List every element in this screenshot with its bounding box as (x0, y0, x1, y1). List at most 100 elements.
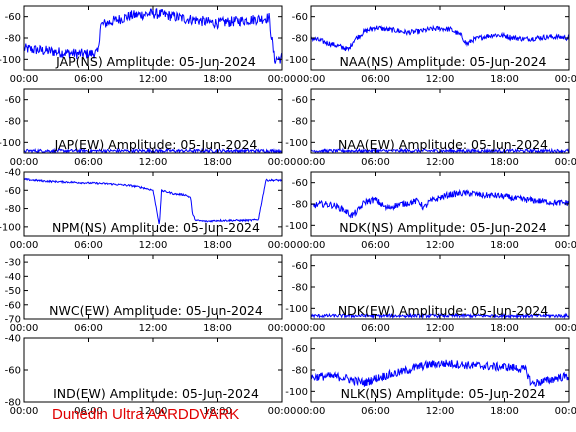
x-tick-label: 06:00 (74, 157, 103, 168)
x-tick-label: 00:00 (268, 240, 297, 251)
x-tick-label: 00:00 (10, 157, 39, 168)
x-tick-label: 18:00 (203, 240, 232, 251)
y-tick-label: -60 (292, 95, 308, 106)
x-tick-label: 12:00 (139, 323, 168, 334)
y-tick-label: -60 (5, 12, 21, 23)
x-tick-label: 00:00 (268, 74, 297, 85)
y-tick-label: -100 (285, 304, 308, 315)
panel-title: JAP(EW) Amplitude: 05-Jun-2024 (54, 137, 258, 152)
y-tick-label: -80 (5, 34, 21, 45)
x-tick-label: 12:00 (139, 240, 168, 251)
x-tick-label: 18:00 (490, 157, 519, 168)
y-tick-label: -40 (5, 272, 21, 283)
panel-title: IND(EW) Amplitude: 05-Jun-2024 (53, 386, 259, 401)
panel-title: NAA(EW) Amplitude: 05-Jun-2024 (338, 137, 548, 152)
y-tick-label: -100 (285, 221, 308, 232)
panel-title: NDK(NS) Amplitude: 05-Jun-2024 (339, 220, 546, 235)
y-tick-label: -80 (292, 200, 308, 211)
y-tick-label: -60 (292, 12, 308, 23)
x-tick-label: 18:00 (490, 74, 519, 85)
y-tick-label: -60 (5, 95, 21, 106)
x-tick-label: 00:00 (297, 406, 326, 417)
y-tick-label: -60 (5, 186, 21, 197)
x-tick-label: 06:00 (361, 157, 390, 168)
x-tick-label: 00:00 (268, 323, 297, 334)
y-tick-label: -60 (5, 300, 21, 311)
x-tick-label: 06:00 (74, 240, 103, 251)
panel-title: NLK(NS) Amplitude: 05-Jun-2024 (341, 386, 546, 401)
panel-10: -100 -80 -60 00:00 06:00 12:00 18:00 00:00 NLK(N… (285, 337, 576, 417)
y-tick-label: -60 (5, 366, 21, 377)
y-tick-label: -100 (285, 55, 308, 66)
panel-6: -100 -80 -60 00:00 06:00 12:00 18:00 00:00 NDK(N… (285, 171, 576, 251)
panel-4: -100 -80 -60 00:00 06:00 12:00 18:00 00:00 NAA(E… (285, 88, 576, 168)
x-tick-label: 06:00 (361, 240, 390, 251)
x-tick-label: 18:00 (490, 406, 519, 417)
panel-3: -100 -80 -60 00:00 06:00 12:00 18:00 00:00 JAP(E… (0, 88, 297, 168)
y-tick-label: -80 (292, 34, 308, 45)
x-tick-label: 00:00 (555, 323, 576, 334)
x-tick-label: 00:00 (10, 240, 39, 251)
x-tick-label: 06:00 (361, 74, 390, 85)
trace-line (311, 24, 569, 52)
x-tick-label: 00:00 (555, 157, 576, 168)
y-tick-label: -40 (5, 334, 21, 345)
y-tick-label: -60 (292, 261, 308, 272)
x-tick-label: 06:00 (74, 74, 103, 85)
x-tick-label: 18:00 (203, 323, 232, 334)
x-tick-label: 00:00 (297, 323, 326, 334)
y-tick-label: -50 (5, 286, 21, 297)
x-tick-label: 06:00 (74, 323, 103, 334)
panel-title: NAA(NS) Amplitude: 05-Jun-2024 (339, 54, 546, 69)
x-tick-label: 18:00 (203, 74, 232, 85)
panel-title: NWC(EW) Amplitude: 05-Jun-2024 (49, 303, 263, 318)
x-tick-label: 00:00 (268, 157, 297, 168)
x-tick-label: 12:00 (426, 406, 455, 417)
trace-line (24, 177, 282, 225)
panel-title: NPM(NS) Amplitude: 05-Jun-2024 (52, 220, 260, 235)
panel-8: -100 -80 -60 00:00 06:00 12:00 18:00 00:00 NDK(E… (285, 254, 576, 334)
y-tick-label: -70 (5, 315, 21, 326)
y-tick-label: -100 (0, 55, 21, 66)
panel-5: -100 -80 -60 -40 00:00 06:00 12:00 18:00 00:00 NP… (0, 168, 296, 252)
x-tick-label: 00:00 (10, 406, 39, 417)
trace-line (311, 359, 569, 387)
trace-line (311, 188, 569, 219)
panel-9: -80 -60 -40 00:00 06:00 12:00 18:00 00:00 IND(EW… (5, 334, 297, 418)
panel-title: JAP(NS) Amplitude: 05-Jun-2024 (55, 54, 256, 69)
panel-1: -100 -80 -60 00:00 06:00 12:00 18:00 00:00 JAP(N… (0, 5, 297, 85)
x-tick-label: 00:00 (555, 74, 576, 85)
x-tick-label: 18:00 (203, 406, 232, 417)
y-tick-label: -30 (5, 258, 21, 269)
x-tick-label: 18:00 (203, 157, 232, 168)
y-tick-label: -80 (5, 204, 21, 215)
y-tick-label: -80 (5, 117, 21, 128)
y-tick-label: -80 (292, 283, 308, 294)
x-tick-label: 06:00 (361, 406, 390, 417)
panel-title: NDK(EW) Amplitude: 05-Jun-2024 (338, 303, 548, 318)
y-tick-label: -80 (292, 366, 308, 377)
panel-2: -100 -80 -60 00:00 06:00 12:00 18:00 00:00 NAA(N… (285, 5, 576, 85)
footer-label: Dunedin Ultra AARDDVARK (52, 406, 240, 423)
x-tick-label: 12:00 (139, 157, 168, 168)
y-tick-label: -100 (0, 138, 21, 149)
x-tick-label: 00:00 (297, 157, 326, 168)
x-tick-label: 18:00 (490, 240, 519, 251)
x-tick-label: 12:00 (426, 157, 455, 168)
y-tick-label: -80 (292, 117, 308, 128)
y-tick-label: -60 (292, 178, 308, 189)
x-tick-label: 00:00 (555, 406, 576, 417)
x-tick-label: 12:00 (426, 240, 455, 251)
x-tick-label: 12:00 (426, 323, 455, 334)
y-tick-label: -60 (292, 344, 308, 355)
y-tick-label: -40 (5, 168, 21, 179)
y-tick-label: -100 (285, 138, 308, 149)
y-tick-label: -100 (0, 222, 21, 233)
x-tick-label: 00:00 (297, 240, 326, 251)
panel-7: -70 -60 -50 -40 -30 00:00 06:00 12:00 18:00 00:00… (5, 254, 297, 334)
x-tick-label: 12:00 (139, 406, 168, 417)
x-tick-label: 06:00 (74, 406, 103, 417)
x-tick-label: 00:00 (10, 323, 39, 334)
y-tick-label: -80 (5, 398, 21, 409)
